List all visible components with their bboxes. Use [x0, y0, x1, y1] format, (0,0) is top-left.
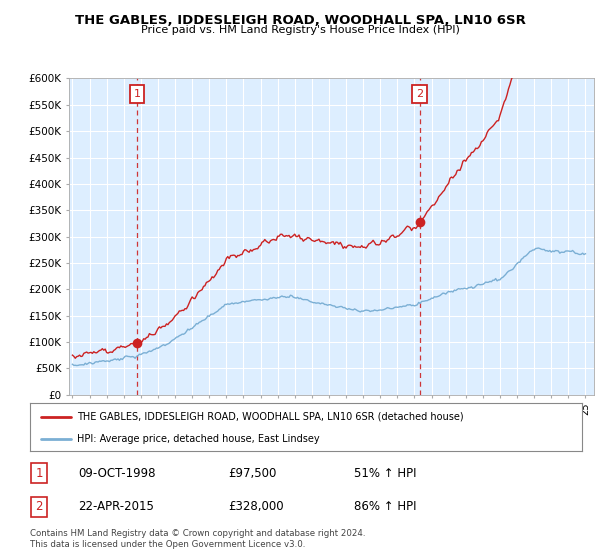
Text: £97,500: £97,500 — [228, 466, 277, 480]
Text: 09-OCT-1998: 09-OCT-1998 — [78, 466, 155, 480]
Text: 1: 1 — [134, 89, 140, 99]
Text: 86% ↑ HPI: 86% ↑ HPI — [354, 500, 416, 514]
Text: Price paid vs. HM Land Registry's House Price Index (HPI): Price paid vs. HM Land Registry's House … — [140, 25, 460, 35]
Text: THE GABLES, IDDESLEIGH ROAD, WOODHALL SPA, LN10 6SR (detached house): THE GABLES, IDDESLEIGH ROAD, WOODHALL SP… — [77, 412, 464, 422]
Text: £328,000: £328,000 — [228, 500, 284, 514]
Text: Contains HM Land Registry data © Crown copyright and database right 2024.
This d: Contains HM Land Registry data © Crown c… — [30, 529, 365, 549]
Text: 2: 2 — [35, 500, 43, 514]
Text: THE GABLES, IDDESLEIGH ROAD, WOODHALL SPA, LN10 6SR: THE GABLES, IDDESLEIGH ROAD, WOODHALL SP… — [74, 14, 526, 27]
Text: 1: 1 — [35, 466, 43, 480]
Text: 2: 2 — [416, 89, 424, 99]
Text: 51% ↑ HPI: 51% ↑ HPI — [354, 466, 416, 480]
Text: HPI: Average price, detached house, East Lindsey: HPI: Average price, detached house, East… — [77, 434, 320, 444]
Text: 22-APR-2015: 22-APR-2015 — [78, 500, 154, 514]
